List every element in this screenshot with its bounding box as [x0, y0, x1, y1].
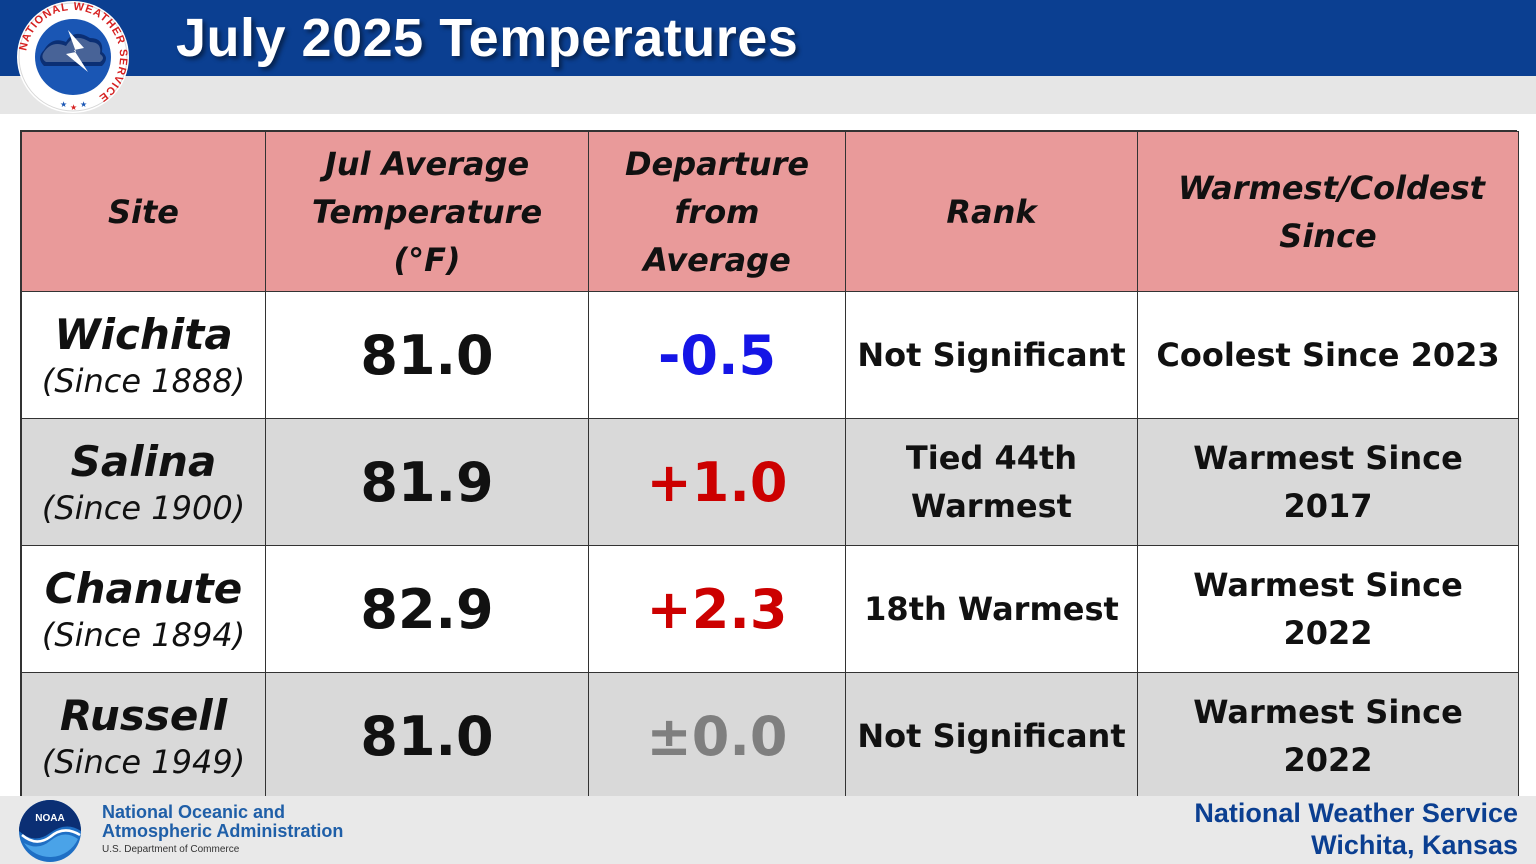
site-name: Wichita: [54, 310, 233, 359]
noaa-department: U.S. Department of Commerce: [102, 844, 240, 855]
since-cell: Warmest Since 2017: [1137, 418, 1519, 546]
site-record-start: (Since 1894): [41, 616, 246, 654]
rank-value: 18th Warmest: [864, 590, 1119, 628]
site-record-start: (Since 1900): [41, 489, 246, 527]
noaa-name-line2: Atmospheric Administration: [102, 821, 344, 841]
office-location: Wichita, Kansas: [1311, 830, 1518, 860]
average-temperature: 81.9: [360, 450, 494, 514]
rank-value: Not Significant: [857, 336, 1126, 374]
column-header-departure-label: Departure from Average: [624, 144, 810, 279]
average-temperature: 81.0: [360, 704, 494, 768]
footer-bar: [0, 796, 1536, 864]
svg-text:★: ★: [80, 100, 87, 109]
page-title: July 2025 Temperatures: [176, 8, 799, 68]
site-cell: Chanute (Since 1894): [21, 545, 266, 673]
warmest-coldest-since: Warmest Since 2017: [1193, 439, 1463, 525]
site-name: Russell: [59, 691, 228, 740]
table-row: Wichita (Since 1888) 81.0 -0.5 Not Significa…: [21, 291, 1519, 419]
since-cell: Warmest Since 2022: [1137, 545, 1519, 673]
column-header-since: Warmest/Coldest Since: [1137, 131, 1519, 292]
site-cell: Salina (Since 1900): [21, 418, 266, 546]
site-record-start: (Since 1949): [41, 743, 246, 781]
noaa-logo-text: NOAA: [35, 813, 64, 824]
table-header-row: Site Jul Average Temperature (°F) Depart…: [21, 131, 1519, 292]
office-name: National Weather Service: [1194, 798, 1518, 828]
column-header-rank: Rank: [845, 131, 1138, 292]
warmest-coldest-since: Warmest Since 2022: [1193, 693, 1463, 779]
rank-value: Not Significant: [857, 717, 1126, 755]
column-header-average-label: Jul Average Temperature (°F): [311, 144, 543, 279]
table-row: Salina (Since 1900) 81.9 +1.0 Tied 44th Warm…: [21, 418, 1519, 546]
site-record-start: (Since 1888): [41, 362, 246, 400]
rank-value: Tied 44th Warmest: [905, 439, 1078, 525]
average-cell: 81.0: [265, 291, 589, 419]
since-cell: Coolest Since 2023: [1137, 291, 1519, 419]
site-cell: Wichita (Since 1888): [21, 291, 266, 419]
average-cell: 82.9: [265, 545, 589, 673]
svg-text:★: ★: [70, 103, 77, 112]
svg-text:★: ★: [60, 100, 67, 109]
column-header-since-label: Warmest/Coldest Since: [1178, 168, 1485, 255]
rank-cell: Not Significant: [845, 291, 1138, 419]
warmest-coldest-since: Coolest Since 2023: [1156, 336, 1500, 374]
average-temperature: 82.9: [360, 577, 494, 641]
departure-value: -0.5: [657, 323, 777, 387]
site-name: Salina: [70, 437, 217, 486]
header-bar: [0, 0, 1536, 76]
rank-cell: Not Significant: [845, 672, 1138, 800]
departure-value: +1.0: [646, 450, 788, 514]
departure-cell: +1.0: [588, 418, 846, 546]
site-name: Chanute: [44, 564, 243, 613]
noaa-name-line1: National Oceanic and: [102, 802, 286, 822]
table-row: Russell (Since 1949) 81.0 ±0.0 Not Significa…: [21, 672, 1519, 800]
site-cell: Russell (Since 1949): [21, 672, 266, 800]
temperature-table: Site Jul Average Temperature (°F) Depart…: [20, 130, 1519, 800]
departure-value: +2.3: [646, 577, 788, 641]
column-header-average: Jul Average Temperature (°F): [265, 131, 589, 292]
average-temperature: 81.0: [360, 323, 494, 387]
column-header-departure: Departure from Average: [588, 131, 846, 292]
warmest-coldest-since: Warmest Since 2022: [1193, 566, 1463, 652]
departure-cell: +2.3: [588, 545, 846, 673]
departure-value: ±0.0: [646, 704, 788, 768]
rank-cell: 18th Warmest: [845, 545, 1138, 673]
header-strip: [0, 76, 1536, 114]
nws-logo-icon: NATIONAL WEATHER SERVICE ★ ★ ★: [17, 1, 129, 113]
average-cell: 81.9: [265, 418, 589, 546]
column-header-site: Site: [21, 131, 266, 292]
rank-cell: Tied 44th Warmest: [845, 418, 1138, 546]
average-cell: 81.0: [265, 672, 589, 800]
since-cell: Warmest Since 2022: [1137, 672, 1519, 800]
noaa-logo-icon: NOAA: [19, 800, 81, 862]
table-row: Chanute (Since 1894) 82.9 +2.3 18th Warmest W…: [21, 545, 1519, 673]
departure-cell: -0.5: [588, 291, 846, 419]
departure-cell: ±0.0: [588, 672, 846, 800]
